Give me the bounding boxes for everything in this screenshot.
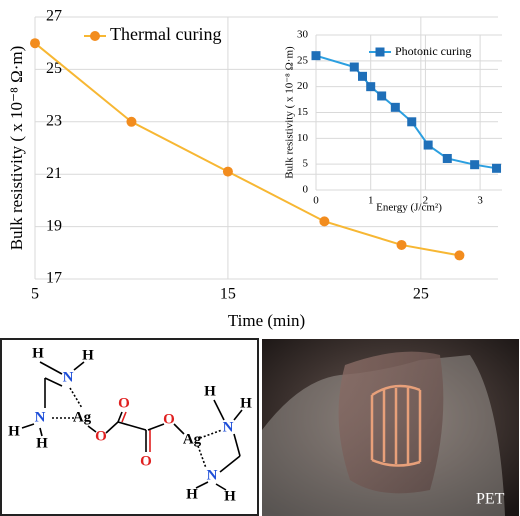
- y-tick-label: 23: [46, 112, 62, 129]
- x-tick-label: 0: [313, 195, 319, 207]
- marker: [377, 91, 387, 101]
- atom-label: O: [118, 395, 130, 411]
- marker: [311, 51, 321, 61]
- y-tick-label: 19: [46, 217, 62, 234]
- pet-film: [338, 351, 444, 494]
- atom-label: Ag: [73, 409, 92, 425]
- marker: [396, 239, 407, 250]
- x-tick-label: 1: [368, 195, 374, 207]
- marker: [390, 102, 400, 112]
- photo-label: PET: [476, 491, 505, 508]
- legend-label: Thermal curing: [110, 24, 221, 44]
- marker: [454, 250, 465, 261]
- x-tick-label: 15: [220, 286, 236, 303]
- marker: [222, 166, 233, 177]
- marker: [126, 116, 137, 127]
- marker: [492, 163, 502, 173]
- y-axis-label: Bulk resistivity ( x 10⁻⁸ Ω·m): [7, 46, 26, 251]
- atom-label: N: [35, 409, 46, 425]
- atom-label: N: [63, 369, 74, 385]
- marker: [358, 71, 367, 81]
- atom-label: H: [240, 395, 252, 411]
- atom-label: O: [140, 453, 152, 469]
- marker: [407, 117, 417, 127]
- marker: [366, 82, 376, 92]
- atom-label: H: [8, 423, 20, 439]
- x-tick-label: 3: [477, 195, 483, 207]
- atom-label: O: [95, 428, 107, 444]
- structure-panel: [0, 338, 259, 516]
- printed-electrode: [370, 384, 422, 467]
- x-tick-label: 2: [423, 195, 429, 207]
- legend-marker: [375, 47, 385, 57]
- series-line: [34, 42, 460, 257]
- x-axis-label: Time (min): [228, 311, 305, 330]
- y-tick-label: 25: [297, 54, 309, 66]
- marker: [30, 38, 40, 49]
- x-axis-label: Energy (J/cm²): [376, 202, 442, 214]
- atom-label: N: [207, 467, 218, 483]
- marker: [470, 160, 480, 170]
- y-tick-label: 17: [46, 270, 62, 287]
- marker: [349, 62, 359, 72]
- marker: [423, 140, 433, 150]
- atom-label: Ag: [183, 431, 202, 447]
- atom-label: H: [32, 345, 44, 361]
- atom-label: H: [82, 347, 94, 363]
- y-tick-label: 15: [297, 106, 309, 118]
- marker: [442, 153, 452, 163]
- atom-label: H: [186, 486, 198, 502]
- x-tick-label: 5: [31, 286, 39, 303]
- atom-label: N: [223, 419, 234, 435]
- y-tick-label: 10: [297, 132, 309, 144]
- y-axis-label: Bulk resistivity ( x 10⁻⁸ Ω·m): [284, 46, 296, 179]
- atom-label: H: [36, 435, 48, 451]
- y-tick-label: 21: [46, 165, 62, 182]
- x-tick-label: 25: [413, 286, 429, 303]
- marker: [319, 216, 330, 227]
- y-tick-label: 25: [46, 60, 62, 77]
- legend-label: Photonic curing: [395, 44, 471, 58]
- bonds: [21, 361, 243, 491]
- atom-label: H: [224, 488, 236, 504]
- atom-label: O: [163, 411, 175, 427]
- y-tick-label: 27: [46, 8, 62, 25]
- y-tick-label: 30: [297, 29, 309, 41]
- legend-marker: [90, 31, 100, 41]
- y-tick-label: 5: [303, 158, 309, 170]
- atom-label: H: [204, 383, 216, 399]
- y-tick-label: 20: [297, 80, 309, 92]
- y-tick-label: 0: [303, 184, 309, 196]
